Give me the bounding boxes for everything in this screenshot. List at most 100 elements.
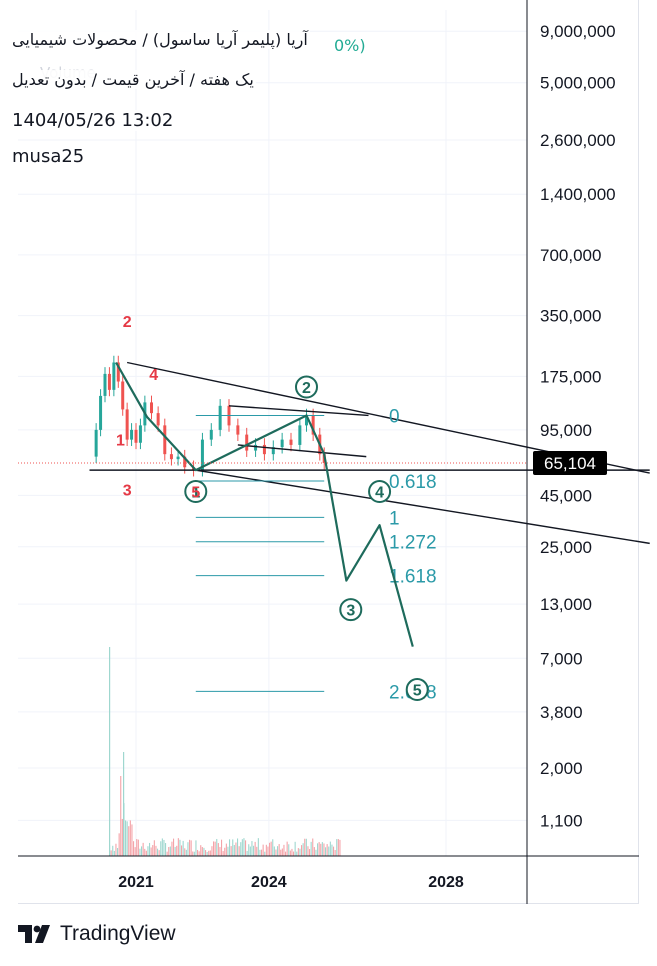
y-tick-label: 13,000	[540, 595, 592, 614]
sub-wave-label: 4	[149, 367, 158, 384]
chart-frame	[18, 0, 639, 904]
volume-bar	[197, 849, 199, 856]
wave-path	[115, 361, 414, 647]
wave-label: 1	[191, 485, 200, 502]
volume-bar	[155, 845, 157, 856]
price-candle-body	[183, 456, 187, 468]
volume-bar	[293, 851, 295, 856]
volume-bar	[225, 843, 227, 856]
y-tick-label: 5,000,000	[540, 74, 616, 93]
y-tick-label: 25,000	[540, 538, 592, 557]
symbol-title[interactable]: آریا (پلیمر آریا ساسول) / محصولات شیمیای…	[10, 30, 310, 49]
volume-bar	[205, 850, 207, 856]
current-price-label: 65,104	[544, 454, 596, 473]
volume-bar	[249, 846, 251, 856]
price-candle-body	[107, 373, 111, 390]
volume-bar	[301, 845, 303, 856]
y-tick-label: 350,000	[540, 307, 601, 326]
volume-bar	[309, 849, 311, 856]
volume-bar	[201, 847, 203, 856]
price-candle-body	[176, 456, 180, 460]
volume-bar	[133, 841, 135, 856]
footer-brand[interactable]: TradingView	[18, 922, 176, 946]
volume-bar	[339, 839, 341, 856]
volume-bar	[208, 850, 210, 856]
volume-bar	[302, 843, 304, 856]
volume-bar	[195, 840, 197, 856]
price-candle-body	[209, 429, 213, 440]
brand-name: TradingView	[60, 922, 176, 945]
volume-bar	[277, 846, 279, 856]
volume-bar	[333, 846, 335, 856]
volume-bar	[281, 848, 283, 856]
price-candle-body	[245, 434, 249, 451]
author-name[interactable]: musa25	[10, 146, 87, 167]
volume-bar	[153, 840, 155, 856]
volume-bar	[221, 839, 223, 856]
price-candle-body	[150, 402, 153, 414]
snapshot-datetime: 1404/05/26 13:02	[10, 110, 176, 131]
price-candle-body	[169, 454, 173, 460]
volume-bar	[176, 845, 178, 856]
volume-bar	[179, 839, 181, 856]
sub-wave-label: 3	[123, 483, 132, 500]
price-candle-body	[134, 429, 138, 443]
y-tick-label: 1,400,000	[540, 185, 616, 204]
price-candle-body	[163, 425, 167, 455]
price-candle-body	[121, 381, 125, 410]
volume-bar	[248, 844, 250, 856]
volume-bar	[286, 841, 288, 856]
volume-bar	[214, 841, 216, 856]
volume-bar	[240, 842, 242, 856]
volume-bar	[304, 838, 306, 856]
volume-bar	[337, 839, 339, 856]
volume-bar	[147, 846, 149, 856]
volume-bar	[139, 848, 141, 856]
sub-wave-label: 2	[123, 314, 132, 331]
volume-bar	[185, 849, 187, 856]
volume-bar	[233, 845, 235, 856]
volume-bar	[296, 851, 298, 856]
volume-bar	[321, 842, 323, 856]
volume-bar	[157, 848, 159, 856]
price-candle-body	[298, 425, 302, 445]
volume-bar	[315, 849, 317, 856]
grid-lines	[18, 10, 527, 856]
volume-bar	[325, 847, 327, 856]
wave-label: 3	[346, 603, 355, 620]
volume-bar	[317, 843, 319, 856]
volume-bar	[270, 841, 272, 856]
volume-bar	[237, 838, 239, 856]
y-tick-label: 3,800	[540, 703, 583, 722]
volume-bar	[206, 851, 208, 856]
volume-bar	[267, 846, 269, 856]
fib-level-label: 1.272	[389, 533, 437, 554]
volume-bar	[177, 838, 179, 856]
wave-label: 2	[302, 380, 311, 397]
current-price-badge	[533, 450, 607, 475]
volume-bar	[283, 844, 285, 856]
volume-bar	[120, 776, 122, 856]
interval-info[interactable]: یک هفته / آخرین قیمت / بدون تعدیل	[10, 70, 256, 89]
volume-bar	[318, 842, 320, 856]
volume-bar	[259, 849, 261, 856]
volume-bars	[109, 647, 341, 856]
y-tick-label: 175,000	[540, 367, 601, 386]
volume-bar	[117, 848, 119, 856]
price-candle-body	[116, 362, 120, 382]
volume-bar	[273, 846, 275, 856]
axes: 9,000,000 5,000,000 2,600,000 1,400,000 700,…	[18, 0, 639, 904]
volume-bar	[168, 846, 170, 856]
trendline	[195, 469, 650, 545]
volume-bar	[189, 839, 191, 856]
volume-bar	[261, 849, 263, 856]
fib-level-label: 0	[389, 406, 400, 427]
volume-bar	[227, 846, 229, 856]
volume-bar	[251, 841, 253, 856]
x-tick-label: 2028	[428, 874, 464, 891]
price-candle-body	[94, 429, 98, 457]
volume-bar	[137, 839, 139, 856]
price-candle-body	[271, 447, 275, 455]
